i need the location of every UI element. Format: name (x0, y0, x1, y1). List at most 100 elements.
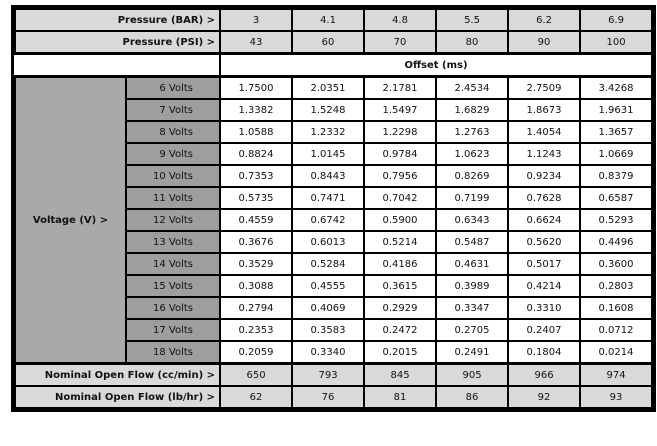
offset-value-cell: 1.1243 (507, 142, 582, 166)
flow-cc-cell: 793 (291, 362, 366, 387)
offset-value-cell: 0.6742 (291, 208, 366, 232)
offset-value-cell: 0.3600 (579, 252, 654, 276)
pressure-bar-cell: 5.5 (435, 8, 510, 32)
offset-value-cell: 0.0214 (579, 340, 654, 365)
flow-lb-row: Nominal Open Flow (lb/hr) >62 76 81 86 92 93 (13, 385, 654, 409)
voltage-cell: 14 Volts (124, 252, 222, 276)
flow-cc-cell: 905 (435, 362, 510, 387)
flow-cc-cell: 650 (219, 362, 294, 387)
offset-value-cell: 0.5487 (435, 230, 510, 254)
offset-header-row: Offset (ms) (13, 52, 654, 78)
voltage-cell: 18 Volts (124, 340, 222, 365)
offset-value-cell: 0.3989 (435, 274, 510, 298)
offset-value-cell: 1.4054 (507, 120, 582, 144)
offset-value-cell: 1.0145 (291, 142, 366, 166)
flow-cc-label: Nominal Open Flow (cc/min) > (13, 362, 222, 387)
offset-value-cell: 0.2705 (435, 318, 510, 342)
offset-value-cell: 0.3310 (507, 296, 582, 320)
offset-value-cell: 0.9234 (507, 164, 582, 188)
offset-value-cell: 1.2298 (363, 120, 438, 144)
offset-value-cell: 0.8824 (219, 142, 294, 166)
offset-value-cell: 1.3382 (219, 98, 294, 122)
offset-value-cell: 0.2929 (363, 296, 438, 320)
table-row: 9 Volts 0.8824 1.0145 0.9784 1.0623 1.1243 1.0… (15, 142, 654, 166)
pressure-psi-row: Pressure (PSI) >43 60 70 80 90 100 (13, 30, 654, 55)
offset-value-cell: 0.4631 (435, 252, 510, 276)
pressure-psi-cell: 80 (435, 30, 510, 55)
table-row: Voltage (V) >6 Volts 1.7500 2.0351 2.1781 2.… (14, 75, 654, 365)
offset-value-cell: 0.7471 (291, 186, 366, 210)
offset-value-cell: 1.2763 (435, 120, 510, 144)
offset-value-cell: 0.3676 (219, 230, 294, 254)
voltage-cell: 6 Volts (124, 75, 222, 100)
offset-value-cell: 0.8269 (435, 164, 510, 188)
pressure-psi-cell: 100 (579, 30, 654, 55)
offset-value-cell: 0.2407 (507, 318, 582, 342)
offset-value-cell: 0.1804 (507, 340, 582, 365)
pressure-psi-cell: 70 (363, 30, 438, 55)
offset-value-cell: 0.2472 (363, 318, 438, 342)
offset-value-cell: 0.2803 (579, 274, 654, 298)
offset-value-cell: 0.8379 (579, 164, 654, 188)
pressure-psi-cell: 43 (219, 30, 294, 55)
offset-value-cell: 2.0351 (291, 75, 366, 100)
offset-value-cell: 0.2794 (219, 296, 294, 320)
offset-value-cell: 0.2491 (435, 340, 510, 365)
offset-value-cell: 0.5620 (507, 230, 582, 254)
offset-value-cell: 1.2332 (291, 120, 366, 144)
table-row: 13 Volts 0.3676 0.6013 0.5214 0.5487 0.5620 0.… (15, 230, 654, 254)
offset-value-cell: 0.4186 (363, 252, 438, 276)
offset-value-cell: 0.3340 (291, 340, 366, 365)
offset-value-cell: 3.4268 (579, 75, 654, 100)
voltage-cell: 10 Volts (124, 164, 222, 188)
offset-value-cell: 1.5248 (291, 98, 366, 122)
offset-value-cell: 0.2015 (363, 340, 438, 365)
blank-corner (13, 52, 222, 78)
pressure-bar-cell: 3 (219, 8, 294, 32)
offset-value-cell: 0.3583 (291, 318, 366, 342)
table-row: 10 Volts 0.7353 0.8443 0.7956 0.8269 0.9234 0.… (15, 164, 654, 188)
pressure-psi-cell: 90 (507, 30, 582, 55)
offset-value-cell: 0.3088 (219, 274, 294, 298)
offset-value-cell: 0.5293 (579, 208, 654, 232)
injector-offset-table: Pressure (BAR) >3 4.1 4.8 5.5 6.2 6.9 Pressure… (10, 5, 657, 412)
offset-value-cell: 1.0588 (219, 120, 294, 144)
table-row: 15 Volts 0.3088 0.4555 0.3615 0.3989 0.4214 0.… (15, 274, 654, 298)
offset-value-cell: 0.6624 (507, 208, 582, 232)
pressure-bar-cell: 6.9 (579, 8, 654, 32)
flow-lb-cell: 92 (507, 385, 582, 409)
offset-value-cell: 0.5900 (363, 208, 438, 232)
offset-label: Offset (ms) (219, 52, 654, 78)
offset-value-cell: 1.8673 (507, 98, 582, 122)
pressure-bar-label: Pressure (BAR) > (13, 8, 222, 32)
flow-lb-label: Nominal Open Flow (lb/hr) > (13, 385, 222, 409)
flow-lb-cell: 93 (579, 385, 654, 409)
offset-value-cell: 1.5497 (363, 98, 438, 122)
offset-value-cell: 0.8443 (291, 164, 366, 188)
flow-lb-cell: 81 (363, 385, 438, 409)
table-row: 17 Volts 0.2353 0.3583 0.2472 0.2705 0.2407 0.… (15, 318, 654, 342)
offset-value-cell: 0.7199 (435, 186, 510, 210)
pressure-bar-cell: 4.8 (363, 8, 438, 32)
offset-value-cell: 0.1608 (579, 296, 654, 320)
table-row: 12 Volts 0.4559 0.6742 0.5900 0.6343 0.6624 0.… (15, 208, 654, 232)
offset-value-cell: 1.3657 (579, 120, 654, 144)
offset-value-cell: 0.7353 (219, 164, 294, 188)
offset-value-cell: 0.9784 (363, 142, 438, 166)
voltage-label: Voltage (V) > (14, 75, 127, 365)
pressure-bar-cell: 6.2 (507, 8, 582, 32)
offset-value-cell: 0.7042 (363, 186, 438, 210)
voltage-cell: 17 Volts (124, 318, 222, 342)
flow-cc-cell: 974 (579, 362, 654, 387)
pressure-psi-cell: 60 (291, 30, 366, 55)
offset-value-cell: 0.5735 (219, 186, 294, 210)
offset-value-cell: 1.0623 (435, 142, 510, 166)
voltage-cell: 7 Volts (124, 98, 222, 122)
voltage-cell: 13 Volts (124, 230, 222, 254)
flow-cc-row: Nominal Open Flow (cc/min) >650 793 845 905… (13, 362, 654, 387)
offset-value-cell: 0.2353 (219, 318, 294, 342)
offset-value-cell: 2.1781 (363, 75, 438, 100)
offset-value-cell: 0.0712 (579, 318, 654, 342)
offset-value-cell: 0.3529 (219, 252, 294, 276)
offset-value-cell: 0.5017 (507, 252, 582, 276)
